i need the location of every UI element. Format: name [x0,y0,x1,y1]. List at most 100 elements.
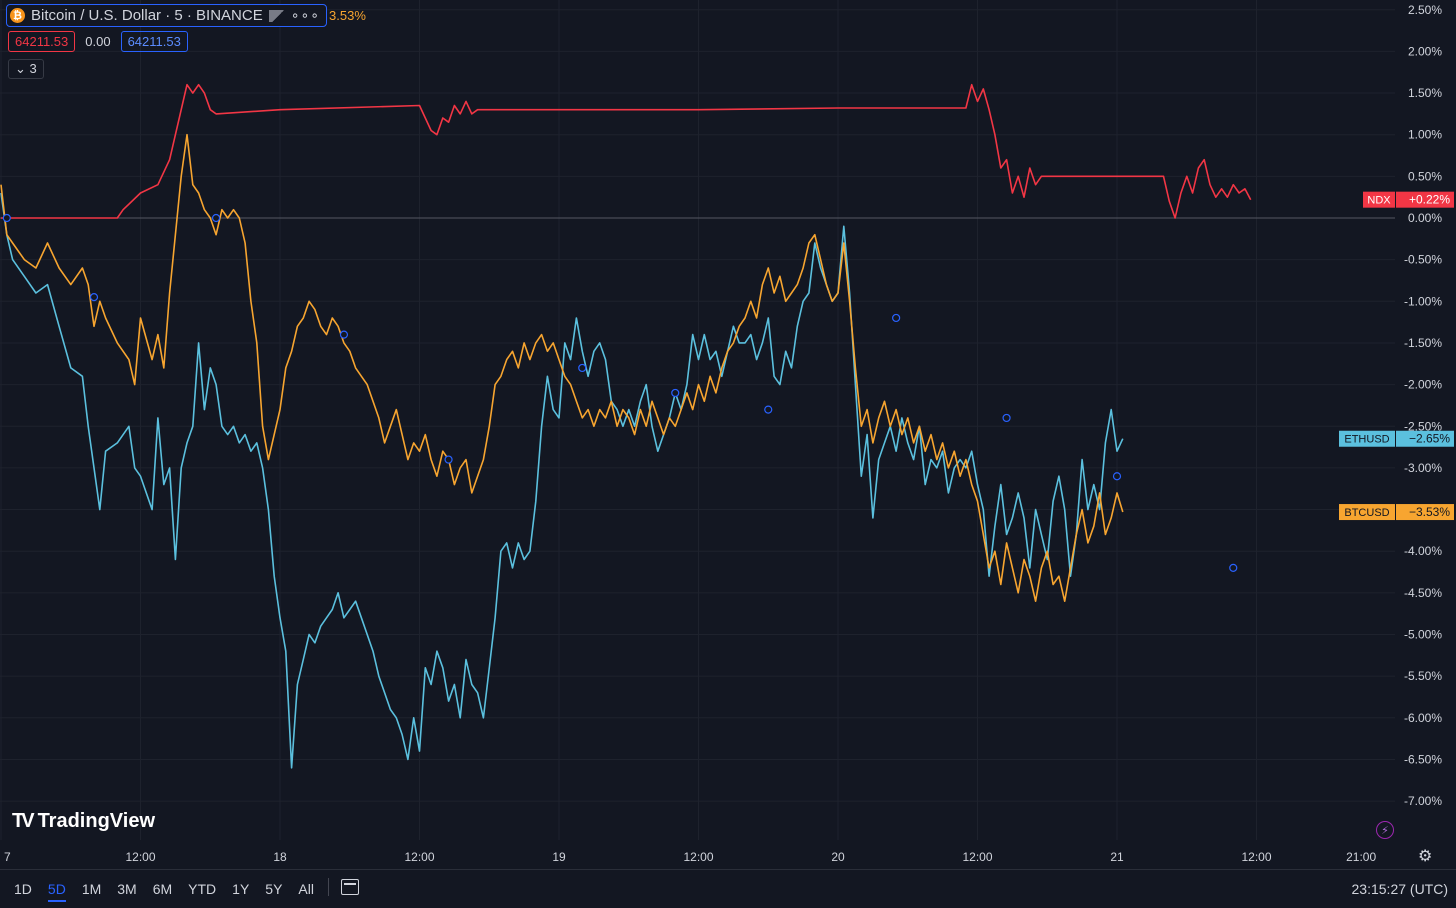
event-marker [1229,563,1238,572]
price-row: 64211.53 0.00 64211.53 [8,31,188,52]
y-tick-label: -7.00% [1404,794,1442,808]
symbol-title: Bitcoin / U.S. Dollar · 5 · BINANCE [31,7,263,24]
symbol-selector[interactable]: ₿ Bitcoin / U.S. Dollar · 5 · BINANCE ∘∘… [6,4,328,27]
brand-name: TradingView [37,810,156,832]
series-name-text: ETHUSD [1344,434,1389,446]
y-tick-label: -3.00% [1404,461,1442,475]
symbol-legend: ₿ Bitcoin / U.S. Dollar · 5 · BINANCE ∘∘… [6,4,366,27]
last-value-label-ndx: NDX +0.22% [1363,191,1454,208]
timeframe-button-1y[interactable]: 1Y [232,881,250,897]
chevron-down-icon: ⌄ [15,61,26,76]
x-tick-label: 12:00 [404,850,434,864]
series-value-tag [1396,430,1454,447]
indicator-count: 3 [29,61,37,76]
event-marker [892,313,901,323]
x-tick-label: 7 [4,850,11,864]
event-marker [1002,413,1011,423]
event-marker [211,213,221,223]
y-tick-label: -6.00% [1404,711,1442,725]
series-line-btcusd [0,133,1124,603]
event-marker [578,363,587,373]
flag-icon[interactable] [268,9,285,22]
series-name-tag [1339,504,1395,521]
sell-price[interactable]: 64211.53 [8,31,76,52]
event-marker [764,405,773,414]
y-tick-label: -0.50% [1404,253,1442,267]
y-tick-label: 1.00% [1408,128,1442,142]
event-marker [1112,472,1122,481]
timeframe-button-5d[interactable]: 5D [40,870,74,904]
y-tick-label: -4.00% [1404,544,1442,558]
timeframe-button-all[interactable]: All [298,881,314,897]
marker-layer [2,213,1238,572]
x-tick-label: 19 [552,850,566,864]
series-name-tag [1363,191,1395,208]
timeframe-button-1m[interactable]: 1M [81,881,102,897]
bottom-toolbar: 1D 5D 1M 3M 6M YTD 1Y 5Y All 23:15:27 (UTC) [0,869,1456,904]
y-tick-label: -4.50% [1404,586,1442,600]
toolbar-separator [327,878,329,896]
series-value-tag [1396,504,1454,521]
indicators-toggle-button[interactable]: ⌄ 3 [8,59,44,79]
last-value-labels: NDX +0.22% ETHUSD −2.65% BTCUSD −3.53% [1339,191,1454,521]
series-value-text: −2.65% [1409,432,1450,446]
x-tick-label: 12:00 [125,850,155,864]
series-name-text: NDX [1367,195,1391,207]
series-value-text: −3.53% [1409,505,1450,519]
flash-icon[interactable]: ⚡ [1376,821,1394,839]
y-tick-label: 2.50% [1408,3,1442,17]
series-value-text: +0.22% [1409,193,1450,207]
event-marker [671,388,680,398]
utc-clock: 23:15:27 (UTC) [1351,881,1448,897]
series-name-text: BTCUSD [1344,507,1389,519]
tradingview-mark-icon: TV [12,810,34,832]
calendar-icon[interactable] [340,879,359,895]
timeframe-button-6m[interactable]: 6M [152,881,173,897]
y-tick-label: 2.00% [1408,44,1442,58]
series-layer [0,83,1252,769]
series-value-tag [1396,191,1454,208]
last-value-label-btcusd: BTCUSD −3.53% [1339,504,1454,521]
y-axis: 2.50% 2.00% 1.50% 1.00% 0.50% 0.00% -0.50% -1.0… [1404,3,1442,808]
y-tick-label: 0.00% [1408,211,1442,225]
timeframe-button-ytd[interactable]: YTD [188,881,217,897]
y-tick-label: -2.00% [1404,378,1442,392]
y-tick-label: -1.50% [1404,336,1442,350]
x-tick-label: 12:00 [962,850,992,864]
y-tick-label: 0.50% [1408,169,1442,183]
buy-price[interactable]: 64211.53 [120,31,188,52]
series-line-ethusd [0,192,1124,769]
bitcoin-icon: ₿ [10,8,25,23]
x-tick-label: 12:00 [1241,850,1271,864]
y-tick-label: -1.00% [1404,294,1442,308]
x-tick-label: 12:00 [683,850,713,864]
x-tick-label: 21 [1110,850,1124,864]
timeframe-buttons: 1D 5D 1M 3M 6M YTD 1Y 5Y All [6,870,322,904]
spread-value: 0.00 [85,34,111,49]
timeframe-button-3m[interactable]: 3M [117,881,137,897]
timeframe-button-5y[interactable]: 5Y [265,881,283,897]
y-tick-label: 1.50% [1408,86,1442,100]
grid-layer [0,0,1395,840]
x-tick-label: 18 [273,850,287,864]
timeframe-button-1d[interactable]: 1D [14,881,32,897]
x-tick-label: 20 [831,850,845,864]
more-options-icon[interactable]: ∘∘∘ [290,7,321,23]
tradingview-logo[interactable]: TV TradingView [12,810,155,833]
y-tick-label: -6.50% [1404,752,1442,766]
event-marker [2,213,11,223]
y-tick-label: -2.50% [1404,419,1442,433]
last-value-label-ethusd: ETHUSD −2.65% [1339,430,1454,447]
series-name-tag [1339,430,1395,447]
percent-change: 3.53% [329,8,366,23]
x-axis: 7 12:00 18 12:00 19 12:00 20 12:00 21 12:00 21:00 [4,850,1376,864]
y-tick-label: -5.50% [1404,669,1442,683]
event-marker [89,293,99,302]
y-tick-label: -5.00% [1404,628,1442,642]
event-marker [339,330,349,339]
gear-icon[interactable]: ⚙ [1418,848,1433,865]
series-line-ndx [1,83,1252,219]
event-marker [444,455,453,464]
